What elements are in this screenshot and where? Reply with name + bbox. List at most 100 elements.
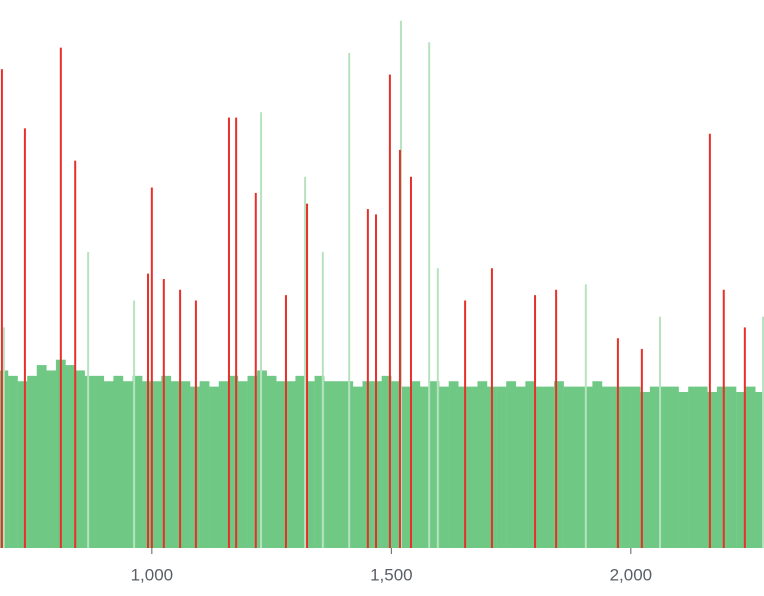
bar [506,381,516,548]
bar [429,381,440,548]
bar [697,386,708,548]
bar [284,295,287,548]
bar [525,381,536,548]
bar [726,386,737,548]
bar [254,192,257,549]
bar [266,375,277,548]
bar [23,128,26,549]
bar [27,375,37,548]
bar [247,375,258,548]
bar [391,381,402,548]
bar [235,117,238,548]
bar [147,273,150,548]
bar [436,268,439,548]
bar [496,386,507,548]
bar [554,381,564,548]
bar [8,375,18,548]
bar [36,365,47,548]
bar [409,176,412,548]
bar [228,375,239,548]
bar [439,386,449,548]
bar [17,381,28,548]
bar [333,381,344,548]
bar [87,252,90,548]
bar [678,391,689,548]
bar [180,381,191,548]
x-tick-label: 2,000 [610,565,653,584]
bar [352,386,363,548]
bar [0,69,3,549]
bar [381,375,392,548]
bar [544,386,555,548]
bar [736,391,746,548]
bar [534,386,545,548]
bar [464,300,467,548]
bar [151,381,162,548]
bar [611,386,622,548]
bar [237,381,248,548]
bar [659,316,662,548]
bar [582,386,593,548]
bar [162,279,165,548]
bar [448,381,459,548]
bar [419,386,430,548]
bar [563,386,574,548]
bar [755,391,764,548]
bar [122,381,133,548]
bar [762,316,764,548]
bar [84,375,95,548]
x-tick-label: 1,500 [370,565,413,584]
bar [640,348,643,548]
bar [398,149,401,548]
bar [573,386,584,548]
bar [659,386,670,548]
bar [592,381,603,548]
bar [194,300,197,548]
bar [161,375,172,548]
bar [260,112,263,548]
bar [199,381,210,548]
bar [324,381,334,548]
bar [65,365,76,548]
bar [490,268,493,548]
bar [132,375,143,548]
bar [467,386,478,548]
bar [743,327,746,548]
x-tick-label: 1,000 [131,565,174,584]
bar [46,370,57,548]
bar [170,381,181,548]
bar [227,117,230,548]
bar [348,53,351,548]
bar [59,47,62,548]
bar [534,295,537,548]
bar [285,381,296,548]
bar [366,209,369,548]
bar [314,375,325,548]
bar [708,133,711,549]
bar [477,381,488,548]
bar [716,386,727,548]
bar [630,386,641,548]
bar [400,386,411,548]
bar [305,381,315,548]
bar [515,386,526,548]
bar [375,214,378,548]
bar [209,386,220,548]
bar [276,381,287,548]
bar [555,289,558,548]
bar [75,370,85,548]
bar [722,289,725,548]
bar [649,386,660,548]
bar [94,375,105,548]
bar [179,289,182,548]
bar [669,386,679,548]
bar [388,74,391,548]
bar [133,300,136,548]
bar [304,176,307,548]
bar [428,42,431,548]
bar [458,386,469,548]
bar [410,381,421,548]
bar [218,381,229,548]
bar [640,391,651,548]
